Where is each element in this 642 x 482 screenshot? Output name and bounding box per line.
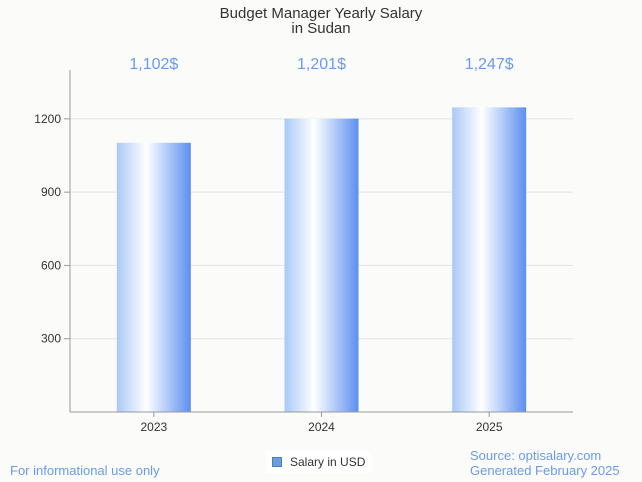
y-tick-label: 1200 <box>34 112 61 126</box>
chart-title-line-1: Budget Manager Yearly Salary <box>220 5 423 22</box>
legend-swatch <box>272 457 282 467</box>
bar-2025[interactable] <box>452 107 527 412</box>
y-tick-label: 300 <box>41 332 61 346</box>
data-label: 1,247$ <box>465 56 514 73</box>
bar-2023[interactable] <box>116 142 191 412</box>
legend: Salary in USD <box>266 451 372 473</box>
chart-title-line-2: in Sudan <box>291 20 350 37</box>
bar-2024[interactable] <box>284 118 359 412</box>
legend-label: Salary in USD <box>290 455 366 469</box>
x-tick-label: 2023 <box>140 420 167 434</box>
y-tick-label: 900 <box>41 185 61 199</box>
source-block: Source: optisalary.com Generated Februar… <box>470 448 620 478</box>
data-label: 1,102$ <box>129 56 178 73</box>
info-note: For informational use only <box>10 463 160 478</box>
generated-date: Generated February 2025 <box>470 463 620 478</box>
bars <box>116 107 527 412</box>
labels: 300 600 900 1200 2023 1,102$ 2024 1,201$ 2025 1,2… <box>34 56 513 434</box>
y-tick-label: 600 <box>41 258 61 272</box>
x-tick-label: 2024 <box>308 420 335 434</box>
data-label: 1,201$ <box>297 56 346 73</box>
axes <box>64 70 573 417</box>
x-tick-label: 2025 <box>476 420 503 434</box>
source-link[interactable]: Source: optisalary.com <box>470 448 602 463</box>
